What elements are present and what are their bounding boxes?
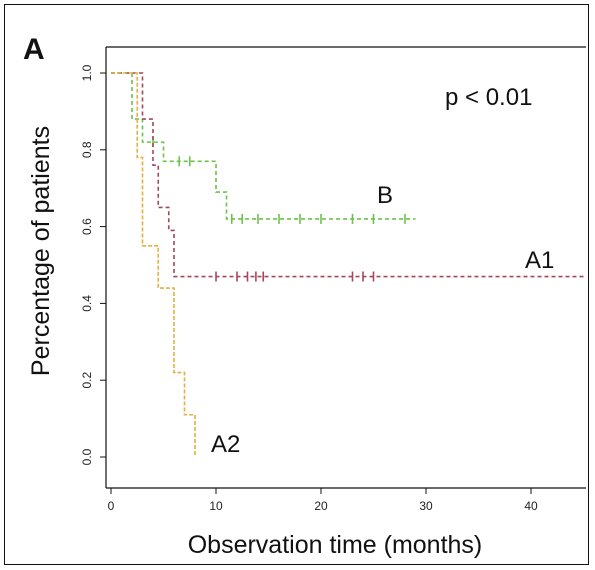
- x-tick-label: 30: [419, 499, 433, 513]
- y-tick-label: 0.2: [80, 372, 94, 389]
- survival-curve-b: [111, 72, 416, 220]
- survival-curve-a2: [111, 72, 196, 457]
- y-tick-label: 1.0: [80, 64, 94, 81]
- survival-curves: [111, 72, 584, 457]
- x-tick-label: 40: [524, 499, 538, 513]
- y-axis-title: Percentage of patients: [27, 126, 55, 376]
- panel-label: A: [23, 33, 45, 66]
- x-tick-label: 10: [209, 499, 223, 513]
- y-tick-label: 0.4: [80, 295, 94, 312]
- figure-frame: A Percentage of patients Observation tim…: [4, 4, 589, 565]
- series-label-a1: A1: [525, 247, 554, 274]
- x-tick-label: 0: [108, 499, 115, 513]
- x-axis-title: Observation time (months): [188, 531, 483, 559]
- y-tick-label: 0.6: [80, 218, 94, 235]
- p-value-annotation: p < 0.01: [445, 84, 532, 111]
- series-label-a2: A2: [211, 431, 240, 458]
- km-chart: A Percentage of patients Observation tim…: [23, 33, 586, 559]
- axes: 0 10 20 30 40 0.0 0.2 0.4 0.6 0.8 1.0: [80, 46, 586, 513]
- series-label-b: B: [377, 182, 393, 209]
- x-tick-label: 20: [314, 499, 328, 513]
- y-tick-label: 0.0: [80, 448, 94, 465]
- y-tick-label: 0.8: [80, 141, 94, 158]
- series-labels: B A1 A2: [211, 182, 554, 458]
